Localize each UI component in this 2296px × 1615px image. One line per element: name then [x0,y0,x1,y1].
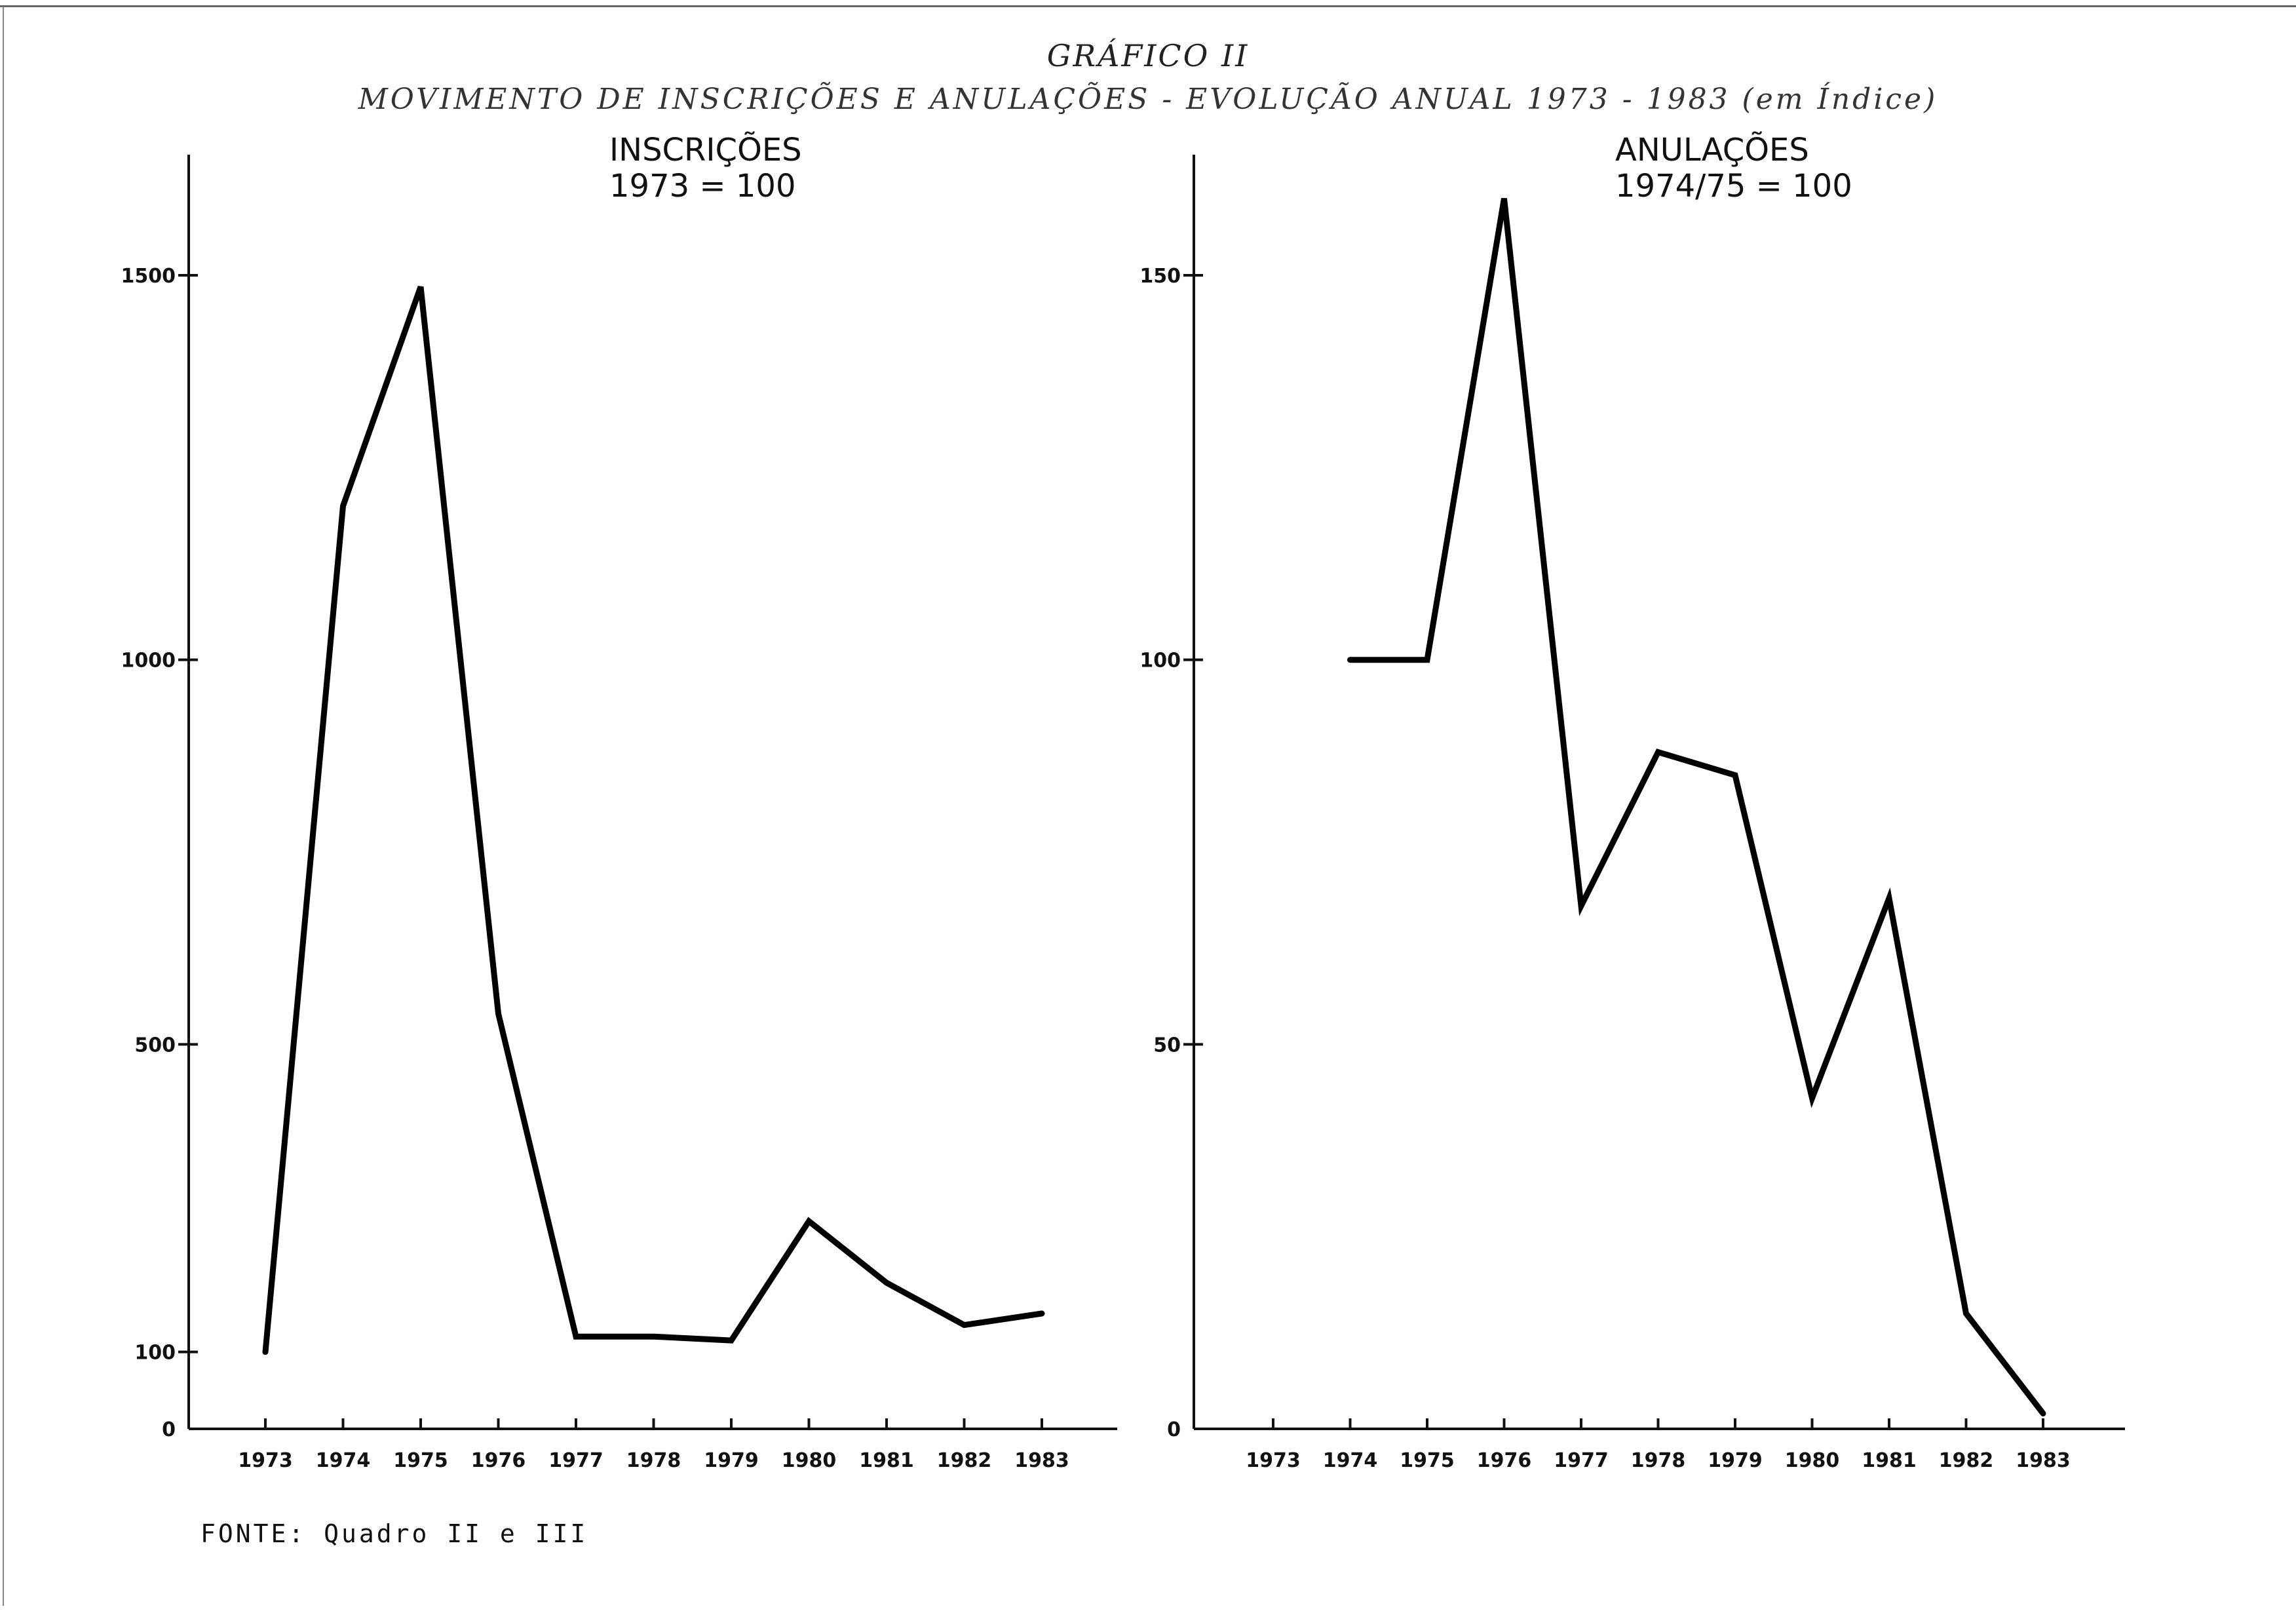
y-tick-label-anulacoes-50: 50 [1153,1034,1181,1057]
x-tick-label-anulacoes-1978: 1978 [1631,1449,1686,1472]
x-tick-label-inscricoes-1977: 1977 [548,1449,603,1472]
y-tick-label-anulacoes-100: 100 [1139,650,1181,672]
x-tick-label-inscricoes-1978: 1978 [626,1449,681,1472]
source-note: FONTE: Quadro II e III [201,1519,588,1548]
x-tick-label-inscricoes-1982: 1982 [937,1449,992,1472]
x-tick-label-inscricoes-1975: 1975 [393,1449,448,1472]
y-tick-label-inscricoes-1500: 1500 [121,265,176,288]
panel-title-anulacoes: ANULAÇÕES [1615,131,1809,168]
figure-label: GRÁFICO II [1046,38,1250,73]
x-tick-label-anulacoes-1982: 1982 [1939,1449,1994,1472]
panel-subtitle-anulacoes: 1974/75 = 100 [1615,168,1852,204]
y-tick-label-inscricoes-500: 500 [134,1034,176,1057]
x-tick-label-anulacoes-1981: 1981 [1862,1449,1917,1472]
y-tick-label-inscricoes-1000: 1000 [121,650,176,672]
y-tick-label-anulacoes-150: 150 [1139,265,1181,288]
x-tick-label-inscricoes-1979: 1979 [704,1449,759,1472]
series-line-anulacoes [1347,197,2046,1416]
x-tick-label-anulacoes-1976: 1976 [1477,1449,1532,1472]
series-line-inscricoes [262,286,1045,1355]
y-tick-label-inscricoes-0: 0 [162,1418,176,1441]
figure-title: MOVIMENTO DE INSCRIÇÕES E ANULAÇÕES - EV… [358,83,1938,116]
x-tick-label-anulacoes-1974: 1974 [1323,1449,1378,1472]
panel-subtitle-inscricoes: 1973 = 100 [609,168,796,204]
x-tick-label-inscricoes-1980: 1980 [782,1449,837,1472]
x-tick-label-anulacoes-1980: 1980 [1785,1449,1840,1472]
x-tick-label-anulacoes-1977: 1977 [1554,1449,1609,1472]
x-tick-label-inscricoes-1983: 1983 [1014,1449,1069,1472]
x-tick-label-inscricoes-1976: 1976 [471,1449,526,1472]
x-tick-label-inscricoes-1973: 1973 [238,1449,293,1472]
x-tick-label-anulacoes-1979: 1979 [1708,1449,1763,1472]
top-border-line [0,5,2296,7]
x-tick-label-inscricoes-1974: 1974 [316,1449,371,1472]
x-tick-label-inscricoes-1981: 1981 [859,1449,914,1472]
x-tick-label-anulacoes-1975: 1975 [1400,1449,1455,1472]
x-tick-label-anulacoes-1983: 1983 [2016,1449,2071,1472]
left-border-line [3,7,4,1606]
panel-title-inscricoes: INSCRIÇÕES [609,131,802,168]
x-tick-label-anulacoes-1973: 1973 [1246,1449,1301,1472]
y-tick-label-anulacoes-0: 0 [1167,1418,1181,1441]
y-tick-label-inscricoes-100: 100 [134,1342,176,1365]
